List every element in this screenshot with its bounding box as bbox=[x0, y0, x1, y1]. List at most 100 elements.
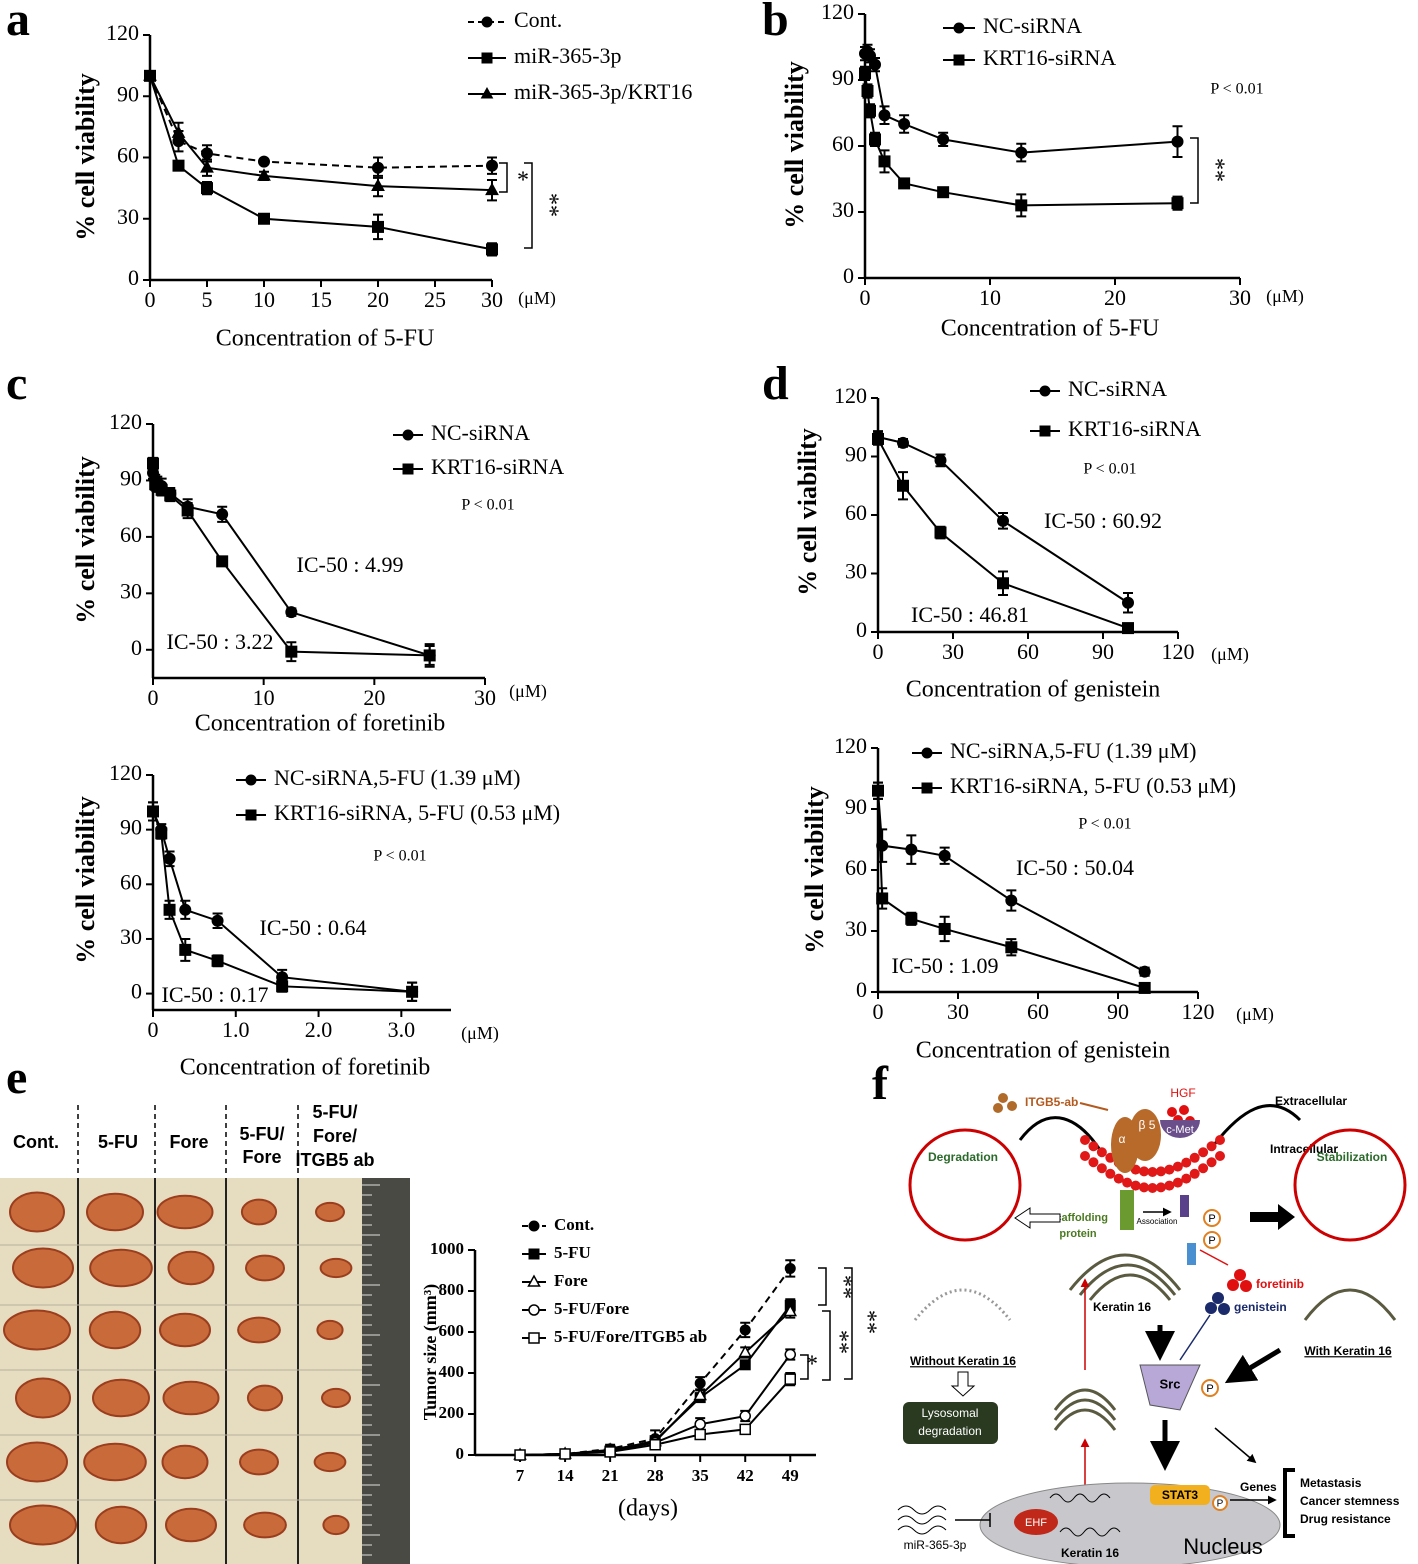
label: ITGB5-ab bbox=[1025, 1095, 1078, 1109]
label: Metastasis bbox=[1300, 1476, 1362, 1490]
tumor bbox=[237, 1316, 281, 1344]
marker bbox=[876, 892, 889, 905]
marker bbox=[864, 104, 876, 117]
marker bbox=[163, 903, 176, 916]
shape bbox=[1224, 1347, 1282, 1384]
lipid bbox=[1189, 1168, 1200, 1179]
x-axis-label: Concentration of 5-FU bbox=[216, 326, 435, 352]
lipid bbox=[1215, 1151, 1225, 1161]
x-tick-label: 90 bbox=[1092, 639, 1114, 664]
marker bbox=[897, 479, 909, 492]
significance-bracket bbox=[844, 1267, 853, 1380]
shape bbox=[1214, 1427, 1257, 1464]
x-axis-label: Concentration of 5-FU bbox=[941, 316, 1160, 342]
shape bbox=[1068, 1253, 1182, 1301]
lipid bbox=[1105, 1168, 1116, 1179]
x-unit: (μM) bbox=[461, 1023, 499, 1044]
y-tick-label: 600 bbox=[439, 1321, 465, 1340]
label: Without Keratin 16 bbox=[910, 1354, 1016, 1368]
marker bbox=[216, 508, 229, 521]
shape bbox=[1234, 1269, 1246, 1281]
label: α bbox=[1119, 1132, 1126, 1146]
column-label: Fore bbox=[169, 1132, 208, 1152]
annotation: IC-50 : 46.81 bbox=[911, 602, 1029, 627]
shape bbox=[1180, 1195, 1189, 1217]
marker bbox=[1005, 894, 1018, 907]
marker bbox=[1015, 146, 1028, 159]
pathway-diagram: ITGB5-ab HGF Extracellular Intracellular… bbox=[897, 1086, 1407, 1564]
marker bbox=[739, 1410, 751, 1422]
tumor bbox=[246, 1384, 284, 1412]
shape bbox=[0, 1178, 410, 1564]
lipid bbox=[1155, 1182, 1166, 1193]
y-tick-label: 60 bbox=[120, 522, 142, 547]
shape bbox=[1167, 1107, 1177, 1117]
lipid bbox=[1198, 1163, 1209, 1174]
x-axis-label: (days) bbox=[618, 1496, 678, 1522]
y-tick-label: 30 bbox=[845, 916, 867, 941]
tumor bbox=[162, 1380, 220, 1416]
significance-bracket bbox=[822, 1310, 831, 1381]
label: Degradation bbox=[928, 1150, 998, 1164]
y-tick-label: 0 bbox=[131, 979, 142, 1004]
y-tick-label: 400 bbox=[439, 1362, 465, 1381]
marker bbox=[898, 177, 911, 190]
legend-label: 5-FU/Fore bbox=[554, 1299, 630, 1318]
lipid bbox=[1172, 1161, 1183, 1172]
tumor bbox=[159, 1312, 211, 1348]
shape bbox=[1160, 1120, 1200, 1138]
legend-label: 5-FU/Fore/ITGB5 ab bbox=[554, 1327, 707, 1346]
shape bbox=[1139, 1364, 1201, 1411]
y-axis-label: % cell viability bbox=[71, 456, 100, 624]
marker bbox=[739, 1324, 751, 1336]
y-tick-label: 90 bbox=[117, 81, 139, 106]
series-line bbox=[877, 790, 1145, 989]
marker bbox=[211, 914, 224, 927]
tumor bbox=[9, 1504, 77, 1546]
marker bbox=[1015, 199, 1028, 212]
shape bbox=[1079, 1102, 1109, 1111]
y-tick-label: 90 bbox=[120, 815, 142, 840]
tumor bbox=[245, 1254, 285, 1282]
marker bbox=[783, 1303, 798, 1317]
tumor bbox=[165, 1507, 217, 1543]
marker bbox=[1005, 941, 1018, 954]
x-tick-label: 3.0 bbox=[388, 1017, 416, 1042]
x-tick-label: 10 bbox=[979, 285, 1001, 310]
legend-marker bbox=[528, 1332, 540, 1344]
photo-headers: Cont. 5-FU Fore 5-FU/ Fore 5-FU/ Fore/ I… bbox=[13, 1102, 375, 1170]
x-tick-label: 21 bbox=[602, 1466, 619, 1485]
annotation: * bbox=[806, 1352, 818, 1378]
shape bbox=[1053, 1388, 1117, 1431]
shape bbox=[1212, 1292, 1224, 1304]
marker bbox=[739, 1423, 751, 1436]
y-tick-label: 60 bbox=[117, 143, 139, 168]
y-tick-label: 60 bbox=[845, 855, 867, 880]
annotation: ** bbox=[536, 193, 562, 217]
x-tick-label: 25 bbox=[424, 287, 446, 312]
label: STAT3 bbox=[1162, 1488, 1199, 1502]
label: Stabilization bbox=[1317, 1150, 1388, 1164]
marker bbox=[997, 514, 1009, 527]
annotation: P < 0.01 bbox=[1078, 816, 1131, 833]
lipid bbox=[1206, 1157, 1217, 1168]
shape bbox=[1007, 1101, 1017, 1111]
tumor-photo bbox=[0, 1178, 410, 1564]
legend-marker bbox=[245, 774, 257, 786]
y-tick-label: 0 bbox=[128, 265, 139, 290]
lipid bbox=[1130, 1180, 1141, 1191]
x-tick-label: 90 bbox=[1107, 999, 1129, 1024]
tumor bbox=[161, 1444, 209, 1480]
lipid bbox=[1172, 1177, 1183, 1188]
column-label: 5-FU bbox=[98, 1132, 138, 1152]
label: Extracellular bbox=[1275, 1094, 1347, 1108]
tumor bbox=[86, 1192, 144, 1232]
column-label: Fore bbox=[242, 1147, 281, 1167]
marker bbox=[784, 1373, 797, 1385]
x-tick-label: 15 bbox=[310, 287, 332, 312]
marker bbox=[694, 1377, 706, 1389]
y-tick-label: 60 bbox=[832, 131, 854, 156]
marker bbox=[486, 243, 498, 256]
legend-marker bbox=[402, 463, 414, 475]
significance-bracket bbox=[818, 1267, 827, 1306]
